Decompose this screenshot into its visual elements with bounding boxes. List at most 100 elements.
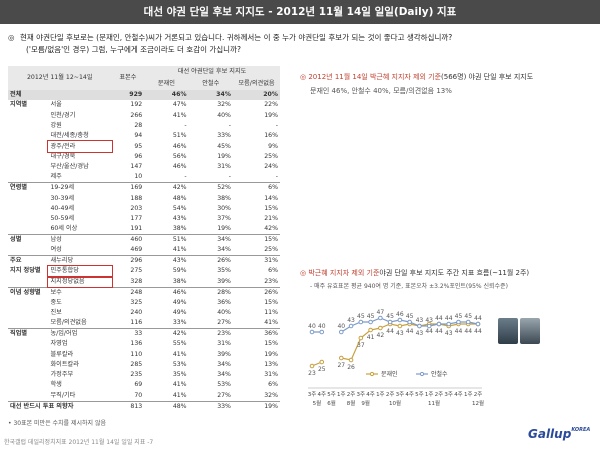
cell-sample-size: 469 [111, 245, 145, 257]
data-point [358, 319, 364, 325]
cell-sample-size: 177 [130, 215, 143, 223]
cell-value: 23% [232, 276, 280, 288]
x-tick-label: 2주 [347, 391, 356, 398]
month-label: 9월 [361, 399, 370, 407]
row-group-label [8, 276, 49, 288]
month-label: 5월 [313, 399, 322, 407]
data-label: 44 [425, 328, 433, 335]
panel1-title-red: ◎ 2012년 11월 14일 박근혜 지지자 제외 기준 [300, 73, 442, 81]
panel-weekly-trend: ◎ 박근혜 지지자 제외 기준야권 단일 후보 지지도 주간 지표 흐름(~11… [300, 268, 590, 290]
col-group-header: 대선 야권단일 후보 지지도 [144, 66, 280, 78]
x-tick-label: 5주 [327, 391, 336, 398]
cell-value: 27% [188, 318, 233, 330]
month-label: 10월 [389, 399, 401, 407]
row-group-label [8, 308, 48, 318]
cell-value: 38% [144, 276, 189, 288]
cell-value: 42% [172, 330, 187, 338]
data-label: 43 [416, 317, 424, 324]
x-tick-label: 4주 [366, 391, 375, 398]
cell-value: 6% [268, 184, 278, 192]
table-row: 블루칼라 110 41% 39% 19% [8, 349, 280, 359]
cell-value: 33% [217, 132, 231, 140]
page-title: 대선 야권 단일 후보 지지도 - 2012년 11월 14일 일일(Daily… [0, 0, 600, 24]
data-label: 45 [406, 313, 414, 320]
x-tick-label: 2주 [386, 391, 395, 398]
row-group-label [8, 318, 49, 330]
row-group-label [8, 131, 48, 141]
cell-value: 28% [217, 288, 231, 296]
row-sub-label [48, 90, 112, 101]
data-label: 27 [337, 362, 345, 369]
cell-value: - [188, 172, 233, 184]
col-header: 모름/의견없음 [232, 78, 280, 90]
table-row: 대선 반드시 투표 의향자 813 48% 33% 19% [8, 401, 280, 412]
data-point [348, 357, 354, 363]
source-line: 한국갤럽 데일리정치지표 2012년 11월 14일 일일 지표 -7 [4, 439, 154, 446]
table-row: 화이트칼라 285 53% 34% 13% [8, 360, 280, 370]
row-sub-label: 광주/전라 [47, 140, 113, 153]
gallup-logo: GallupKOREA [528, 427, 590, 441]
data-label: 43 [396, 330, 404, 337]
cell-sample-size: 96 [134, 152, 143, 160]
data-label: 23 [308, 370, 316, 377]
data-label: 44 [386, 328, 394, 335]
row-sub-label: 서울 [50, 101, 62, 109]
cell-value: 41% [172, 350, 187, 358]
cell-value: 53% [172, 360, 187, 368]
cell-value: 31% [264, 257, 278, 265]
cell-value: 19% [264, 350, 278, 358]
x-tick-label: 4주 [317, 391, 326, 398]
cell-sample-size: 10 [111, 172, 145, 184]
cell-value: 39% [217, 350, 231, 358]
x-tick-label: 4주 [454, 391, 463, 398]
cell-value: 6% [268, 381, 278, 389]
cell-value: 49% [172, 298, 187, 306]
cell-sample-size: 191 [111, 224, 145, 236]
cell-value: 41% [144, 390, 189, 402]
legend-entry: 안철수 [431, 370, 448, 378]
cell-value: 49% [172, 309, 187, 316]
cell-value: 15% [264, 340, 278, 348]
data-point [387, 319, 393, 325]
table-row-total: 전체 929 46% 34% 20% [8, 90, 280, 101]
cell-value: 41% [232, 318, 280, 330]
table-period: 2012년 11월 12~14일 [8, 66, 112, 90]
data-point [407, 319, 412, 325]
cell-value: 34% [217, 371, 231, 379]
cell-value: 40% [217, 309, 231, 316]
col-sample-size: 표본수 [111, 66, 145, 90]
row-group-label [8, 214, 48, 224]
cell-value: 26% [264, 288, 278, 296]
data-label: 42 [377, 332, 385, 339]
month-label: 12월 [472, 399, 484, 407]
data-point [378, 325, 383, 331]
row-sub-label: 대전/세종/충청 [50, 132, 89, 140]
table-row: 이념 성향별 보수 248 46% 28% 26% [8, 287, 280, 298]
cell-value: - [275, 122, 278, 130]
cell-value: 15% [264, 204, 278, 212]
cell-value: 51% [172, 132, 187, 140]
panel1-title: ◎ 2012년 11월 14일 박근혜 지지자 제외 기준(566명) 야권 단… [300, 72, 590, 82]
data-point [397, 317, 403, 323]
x-tick-label: 3주 [444, 391, 453, 398]
panel1-title-rest: (566명) 야권 단일 후보 지지도 [441, 73, 534, 81]
row-sub-label: 40-49세 [50, 204, 75, 212]
cell-value: 48% [172, 402, 187, 410]
row-group-label [8, 360, 48, 370]
row-group-label: 주요 [10, 257, 22, 265]
table-row: 지지정당없음 328 38% 39% 23% [8, 275, 280, 289]
cell-value: 54% [172, 204, 187, 212]
x-tick-label: 3주 [357, 391, 366, 398]
results-table-wrap: 2012년 11월 12~14일 표본수 대선 야권단일 후보 지지도 문재인 … [8, 66, 280, 412]
data-label: 44 [406, 328, 414, 335]
cell-sample-size: 110 [130, 350, 143, 358]
row-group-label [8, 193, 48, 203]
cell-value: 6% [268, 267, 278, 275]
cell-value: 35% [217, 267, 231, 275]
cell-value: 38% [217, 194, 231, 202]
row-group-label: 성별 [10, 236, 22, 244]
cell-value: 52% [217, 184, 231, 192]
table-row: 성별 남성 460 51% 34% 15% [8, 235, 280, 246]
data-point [309, 329, 315, 335]
cell-sample-size: 296 [130, 257, 143, 265]
